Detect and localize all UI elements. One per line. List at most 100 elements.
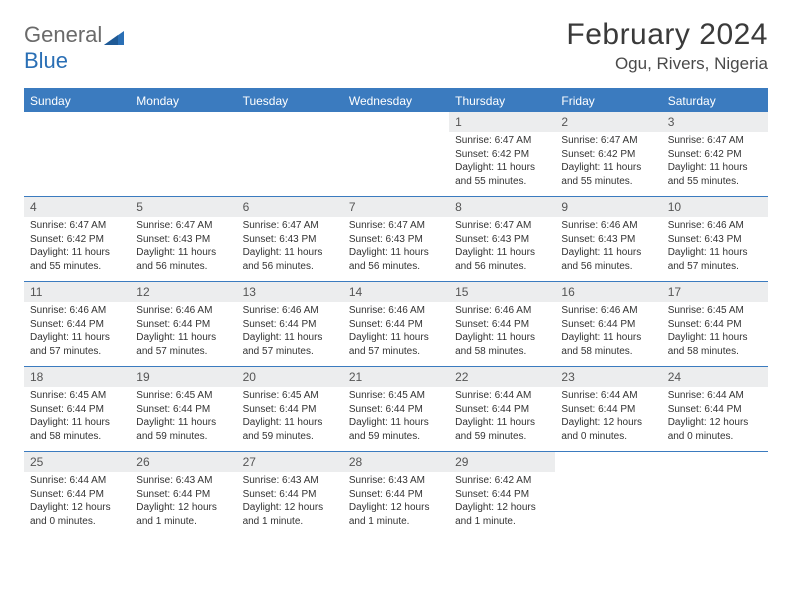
day-details: Sunrise: 6:47 AMSunset: 6:43 PMDaylight:… bbox=[130, 217, 236, 277]
sunrise-line: Sunrise: 6:46 AM bbox=[561, 219, 655, 233]
daylight-line: and 56 minutes. bbox=[455, 260, 549, 274]
sunrise-line: Sunrise: 6:45 AM bbox=[349, 389, 443, 403]
daylight-line: and 55 minutes. bbox=[561, 175, 655, 189]
calendar-cell: 20Sunrise: 6:45 AMSunset: 6:44 PMDayligh… bbox=[237, 367, 343, 451]
sunset-line: Sunset: 6:43 PM bbox=[455, 233, 549, 247]
daylight-line: Daylight: 12 hours bbox=[668, 416, 762, 430]
day-number: 7 bbox=[343, 197, 449, 217]
day-number: 20 bbox=[237, 367, 343, 387]
day-number: 15 bbox=[449, 282, 555, 302]
sunrise-line: Sunrise: 6:46 AM bbox=[668, 219, 762, 233]
sunrise-line: Sunrise: 6:47 AM bbox=[561, 134, 655, 148]
calendar-cell: 8Sunrise: 6:47 AMSunset: 6:43 PMDaylight… bbox=[449, 197, 555, 281]
day-number: 6 bbox=[237, 197, 343, 217]
day-number: 23 bbox=[555, 367, 661, 387]
day-details: Sunrise: 6:44 AMSunset: 6:44 PMDaylight:… bbox=[555, 387, 661, 447]
location-subtitle: Ogu, Rivers, Nigeria bbox=[566, 54, 768, 74]
sunrise-line: Sunrise: 6:46 AM bbox=[349, 304, 443, 318]
calendar-cell: 29Sunrise: 6:42 AMSunset: 6:44 PMDayligh… bbox=[449, 452, 555, 536]
dayhead-monday: Monday bbox=[130, 90, 236, 112]
calendar-cell: 16Sunrise: 6:46 AMSunset: 6:44 PMDayligh… bbox=[555, 282, 661, 366]
calendar-body: 1Sunrise: 6:47 AMSunset: 6:42 PMDaylight… bbox=[24, 112, 768, 536]
day-details: Sunrise: 6:47 AMSunset: 6:43 PMDaylight:… bbox=[237, 217, 343, 277]
day-number: 1 bbox=[449, 112, 555, 132]
sunrise-line: Sunrise: 6:47 AM bbox=[455, 219, 549, 233]
day-details: Sunrise: 6:46 AMSunset: 6:44 PMDaylight:… bbox=[130, 302, 236, 362]
calendar-cell: 10Sunrise: 6:46 AMSunset: 6:43 PMDayligh… bbox=[662, 197, 768, 281]
brand-text: General Blue bbox=[24, 22, 126, 74]
day-number: 11 bbox=[24, 282, 130, 302]
daylight-line: Daylight: 11 hours bbox=[561, 246, 655, 260]
sunset-line: Sunset: 6:43 PM bbox=[243, 233, 337, 247]
sunrise-line: Sunrise: 6:44 AM bbox=[30, 474, 124, 488]
sunset-line: Sunset: 6:44 PM bbox=[455, 488, 549, 502]
calendar-row: 11Sunrise: 6:46 AMSunset: 6:44 PMDayligh… bbox=[24, 281, 768, 366]
daylight-line: and 57 minutes. bbox=[136, 345, 230, 359]
day-number: 22 bbox=[449, 367, 555, 387]
day-details: Sunrise: 6:45 AMSunset: 6:44 PMDaylight:… bbox=[130, 387, 236, 447]
daylight-line: Daylight: 11 hours bbox=[668, 246, 762, 260]
sunset-line: Sunset: 6:44 PM bbox=[455, 318, 549, 332]
daylight-line: Daylight: 12 hours bbox=[561, 416, 655, 430]
day-details: Sunrise: 6:43 AMSunset: 6:44 PMDaylight:… bbox=[343, 472, 449, 532]
dayhead-tuesday: Tuesday bbox=[237, 90, 343, 112]
daylight-line: Daylight: 11 hours bbox=[455, 331, 549, 345]
sunset-line: Sunset: 6:44 PM bbox=[136, 403, 230, 417]
sunrise-line: Sunrise: 6:45 AM bbox=[668, 304, 762, 318]
sunrise-line: Sunrise: 6:44 AM bbox=[455, 389, 549, 403]
sunset-line: Sunset: 6:44 PM bbox=[349, 318, 443, 332]
day-details: Sunrise: 6:46 AMSunset: 6:43 PMDaylight:… bbox=[662, 217, 768, 277]
sunset-line: Sunset: 6:42 PM bbox=[30, 233, 124, 247]
calendar-cell: 21Sunrise: 6:45 AMSunset: 6:44 PMDayligh… bbox=[343, 367, 449, 451]
day-number: 28 bbox=[343, 452, 449, 472]
daylight-line: and 59 minutes. bbox=[349, 430, 443, 444]
day-number: 21 bbox=[343, 367, 449, 387]
calendar-cell: 9Sunrise: 6:46 AMSunset: 6:43 PMDaylight… bbox=[555, 197, 661, 281]
daylight-line: Daylight: 12 hours bbox=[30, 501, 124, 515]
sunset-line: Sunset: 6:44 PM bbox=[349, 488, 443, 502]
sunset-line: Sunset: 6:44 PM bbox=[668, 403, 762, 417]
sunrise-line: Sunrise: 6:47 AM bbox=[455, 134, 549, 148]
calendar-cell bbox=[343, 112, 449, 196]
day-number: 12 bbox=[130, 282, 236, 302]
daylight-line: Daylight: 11 hours bbox=[455, 416, 549, 430]
dayhead-saturday: Saturday bbox=[662, 90, 768, 112]
day-details: Sunrise: 6:44 AMSunset: 6:44 PMDaylight:… bbox=[24, 472, 130, 532]
calendar-cell: 15Sunrise: 6:46 AMSunset: 6:44 PMDayligh… bbox=[449, 282, 555, 366]
daylight-line: and 57 minutes. bbox=[668, 260, 762, 274]
brand-part2: Blue bbox=[24, 48, 68, 73]
day-details: Sunrise: 6:46 AMSunset: 6:44 PMDaylight:… bbox=[449, 302, 555, 362]
daylight-line: and 1 minute. bbox=[243, 515, 337, 529]
sunset-line: Sunset: 6:42 PM bbox=[561, 148, 655, 162]
sunrise-line: Sunrise: 6:42 AM bbox=[455, 474, 549, 488]
daylight-line: and 1 minute. bbox=[455, 515, 549, 529]
daylight-line: and 55 minutes. bbox=[30, 260, 124, 274]
day-details: Sunrise: 6:47 AMSunset: 6:42 PMDaylight:… bbox=[24, 217, 130, 277]
daylight-line: and 0 minutes. bbox=[668, 430, 762, 444]
sunrise-line: Sunrise: 6:46 AM bbox=[455, 304, 549, 318]
calendar-cell: 4Sunrise: 6:47 AMSunset: 6:42 PMDaylight… bbox=[24, 197, 130, 281]
day-number: 16 bbox=[555, 282, 661, 302]
sunset-line: Sunset: 6:44 PM bbox=[668, 318, 762, 332]
daylight-line: Daylight: 11 hours bbox=[349, 416, 443, 430]
daylight-line: and 56 minutes. bbox=[136, 260, 230, 274]
calendar-cell: 1Sunrise: 6:47 AMSunset: 6:42 PMDaylight… bbox=[449, 112, 555, 196]
calendar-cell: 3Sunrise: 6:47 AMSunset: 6:42 PMDaylight… bbox=[662, 112, 768, 196]
dayhead-friday: Friday bbox=[555, 90, 661, 112]
daylight-line: Daylight: 11 hours bbox=[243, 246, 337, 260]
daylight-line: and 59 minutes. bbox=[243, 430, 337, 444]
daylight-line: Daylight: 11 hours bbox=[136, 416, 230, 430]
dayhead-wednesday: Wednesday bbox=[343, 90, 449, 112]
daylight-line: Daylight: 11 hours bbox=[30, 331, 124, 345]
dayhead-thursday: Thursday bbox=[449, 90, 555, 112]
day-details: Sunrise: 6:47 AMSunset: 6:42 PMDaylight:… bbox=[555, 132, 661, 192]
day-number: 5 bbox=[130, 197, 236, 217]
day-details: Sunrise: 6:46 AMSunset: 6:44 PMDaylight:… bbox=[24, 302, 130, 362]
day-details: Sunrise: 6:46 AMSunset: 6:43 PMDaylight:… bbox=[555, 217, 661, 277]
sunrise-line: Sunrise: 6:46 AM bbox=[30, 304, 124, 318]
day-details: Sunrise: 6:46 AMSunset: 6:44 PMDaylight:… bbox=[343, 302, 449, 362]
day-details: Sunrise: 6:45 AMSunset: 6:44 PMDaylight:… bbox=[24, 387, 130, 447]
day-number: 27 bbox=[237, 452, 343, 472]
sunrise-line: Sunrise: 6:47 AM bbox=[30, 219, 124, 233]
daylight-line: and 55 minutes. bbox=[668, 175, 762, 189]
